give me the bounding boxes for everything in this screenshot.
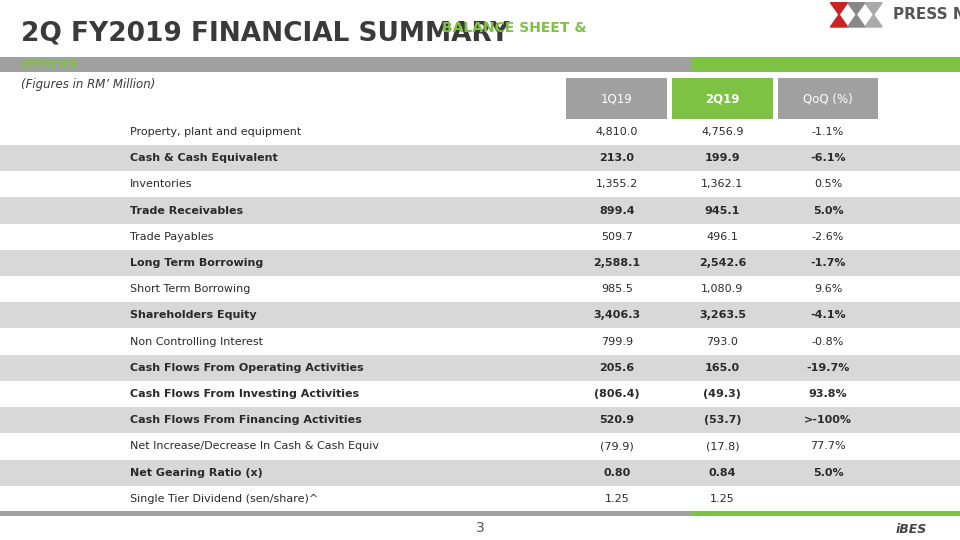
Bar [0,355,960,381]
Text: Cash Flows From Financing Activities: Cash Flows From Financing Activities [130,415,361,425]
Text: -1.7%: -1.7% [810,258,846,268]
Bar [0,224,960,250]
Text: 4,810.0: 4,810.0 [595,127,638,137]
Text: Cash Flows From Investing Activities: Cash Flows From Investing Activities [130,389,359,399]
Bar [0,198,960,224]
Text: Single Tier Dividend (sen/share)^: Single Tier Dividend (sen/share)^ [130,494,318,504]
Text: 520.9: 520.9 [599,415,635,425]
Text: 1,362.1: 1,362.1 [701,179,744,190]
Text: -6.1%: -6.1% [810,153,846,163]
Text: Inventories: Inventories [130,179,192,190]
Text: Shareholders Equity: Shareholders Equity [130,310,256,320]
Text: 945.1: 945.1 [705,206,740,215]
Text: 3,406.3: 3,406.3 [593,310,640,320]
Text: 3: 3 [475,521,485,535]
Bar [0,276,960,302]
Text: Net Increase/Decrease In Cash & Cash Equiv: Net Increase/Decrease In Cash & Cash Equ… [130,441,378,451]
Text: -4.1%: -4.1% [810,310,846,320]
Bar [0,407,960,433]
Polygon shape [830,15,848,27]
Text: 2Q FY2019 FINANCIAL SUMMARY: 2Q FY2019 FINANCIAL SUMMARY [21,21,510,46]
Text: (Figures in RM’ Million): (Figures in RM’ Million) [21,78,156,91]
Text: 1.25: 1.25 [710,494,734,504]
Bar [691,57,960,72]
Text: 3,263.5: 3,263.5 [699,310,746,320]
Text: Trade Receivables: Trade Receivables [130,206,243,215]
Bar [0,381,960,407]
Text: 2,542.6: 2,542.6 [699,258,746,268]
Text: 213.0: 213.0 [599,153,635,163]
Text: OTHERS: OTHERS [21,58,78,71]
Text: Property, plant and equipment: Property, plant and equipment [130,127,300,137]
Text: (79.9): (79.9) [600,441,634,451]
Bar [691,511,960,516]
Bar [672,78,773,119]
Text: -2.6%: -2.6% [812,232,844,242]
Bar [0,328,960,355]
Text: 985.5: 985.5 [601,284,633,294]
Text: 1,080.9: 1,080.9 [701,284,744,294]
Text: 199.9: 199.9 [705,153,740,163]
Text: iBES: iBES [895,523,926,536]
Text: 496.1: 496.1 [707,232,738,242]
Text: Long Term Borrowing: Long Term Borrowing [130,258,263,268]
Text: Non Controlling Interest: Non Controlling Interest [130,336,263,347]
Text: >-100%: >-100% [804,415,852,425]
Bar [0,57,691,72]
Text: 205.6: 205.6 [599,363,635,373]
Text: (17.8): (17.8) [706,441,739,451]
Text: BALANCE SHEET &: BALANCE SHEET & [442,21,587,35]
Text: Trade Payables: Trade Payables [130,232,213,242]
Bar [0,460,960,485]
Text: 9.6%: 9.6% [814,284,842,294]
Text: 0.80: 0.80 [603,468,631,477]
Text: QoQ (%): QoQ (%) [804,92,852,105]
Text: Cash Flows From Operating Activities: Cash Flows From Operating Activities [130,363,363,373]
Bar [0,485,960,512]
Polygon shape [865,15,882,27]
Bar [0,250,960,276]
Bar [0,171,960,198]
Text: Cash & Cash Equivalent: Cash & Cash Equivalent [130,153,277,163]
Text: (806.4): (806.4) [594,389,639,399]
Text: 899.4: 899.4 [599,206,635,215]
Text: 1,355.2: 1,355.2 [595,179,638,190]
Bar [0,145,960,171]
Text: Short Term Borrowing: Short Term Borrowing [130,284,250,294]
Text: Net Gearing Ratio (x): Net Gearing Ratio (x) [130,468,262,477]
Polygon shape [830,3,848,15]
Bar [0,433,960,460]
Text: 793.0: 793.0 [707,336,738,347]
Text: 2Q19: 2Q19 [706,92,739,105]
Bar [0,302,960,328]
Text: 1Q19: 1Q19 [601,92,633,105]
Bar [566,78,667,119]
Text: 509.7: 509.7 [601,232,633,242]
Text: 4,756.9: 4,756.9 [701,127,744,137]
Text: 93.8%: 93.8% [808,389,848,399]
Text: 77.7%: 77.7% [810,441,846,451]
Polygon shape [848,3,865,15]
Text: 5.0%: 5.0% [813,468,843,477]
Text: 0.84: 0.84 [708,468,736,477]
Text: 1.25: 1.25 [605,494,629,504]
Text: 0.5%: 0.5% [814,179,842,190]
Text: PRESS METAL: PRESS METAL [893,7,960,22]
Polygon shape [848,15,865,27]
Text: 2,588.1: 2,588.1 [593,258,640,268]
Text: -19.7%: -19.7% [806,363,850,373]
Bar [778,78,878,119]
Text: -1.1%: -1.1% [812,127,844,137]
Text: (53.7): (53.7) [704,415,741,425]
Bar [0,511,691,516]
Text: -0.8%: -0.8% [812,336,844,347]
Bar [0,119,960,145]
Text: 165.0: 165.0 [705,363,740,373]
Text: 799.9: 799.9 [601,336,633,347]
Polygon shape [865,3,882,15]
Text: 5.0%: 5.0% [813,206,843,215]
Text: (49.3): (49.3) [704,389,741,399]
